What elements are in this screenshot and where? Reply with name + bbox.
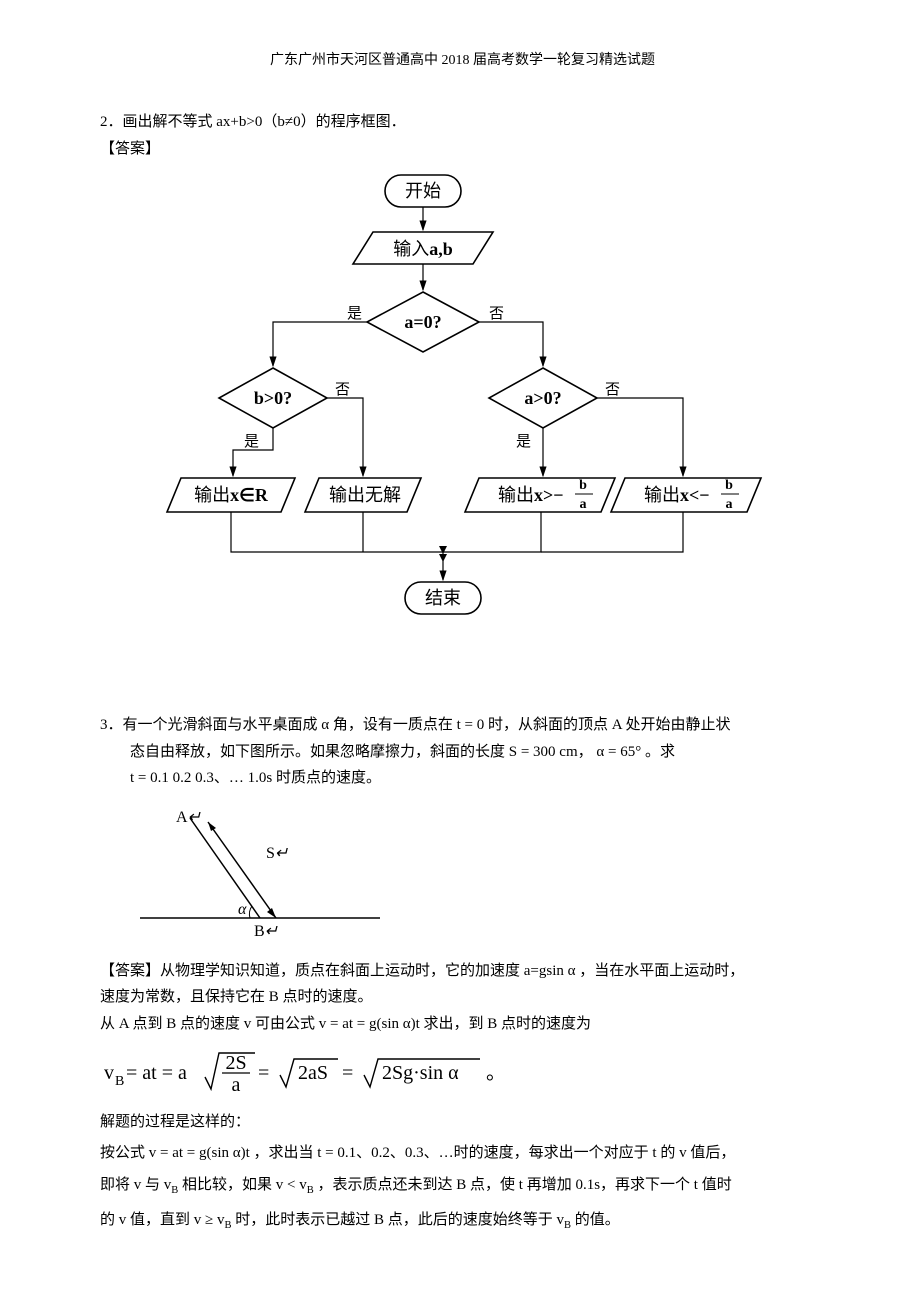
p6b: 时，此时表示已越过 B 点，此后的速度始终等于 v: [232, 1212, 565, 1228]
flow-a0-yes: 是: [347, 305, 362, 322]
incline-figure: A↵ B↵ α S↵: [140, 800, 390, 950]
flow-output-gt-den: a: [579, 497, 586, 512]
flow-edge: [541, 512, 683, 552]
problem-3-solution-4: 按公式 v = at = g(sin α)t ，求出当 t = 0.1、0.2、…: [100, 1142, 825, 1165]
flow-decision-a-gt0-label: a>0?: [524, 388, 561, 408]
flow-edge: [327, 398, 363, 476]
incline-A-label: A↵: [176, 809, 202, 826]
incline-B: B: [254, 923, 265, 940]
incline-S: S: [266, 845, 275, 862]
problem-3-line3: t = 0.1 0.2 0.3、… 1.0s 时质点的速度。: [100, 767, 825, 790]
flow-edge: [273, 322, 367, 366]
problem-3-solution-6: 的 v 值，直到 v ≥ vB 时，此时表示已越过 B 点，此后的速度始终等于 …: [100, 1209, 825, 1234]
p6-sub1: B: [224, 1220, 231, 1231]
problem-3-solution-1b: 速度为常数，且保持它在 B 点时的速度。: [100, 986, 825, 1009]
flow-decision-b0-label: b>0?: [253, 388, 291, 408]
flow-edge: [231, 512, 443, 552]
incline-S-arrow-bottom: [267, 908, 276, 918]
incline-S-arrow-top: [208, 822, 216, 831]
problem-3-number: 3．: [100, 717, 123, 733]
flow-b0-yes: 是: [243, 433, 258, 450]
sqrt3-content: 2Sg·sin α: [382, 1062, 459, 1084]
spacer: [100, 690, 825, 710]
problem-3-solution-3: 解题的过程是这样的：: [100, 1111, 825, 1134]
p6c: 的值。: [571, 1212, 620, 1228]
problem-2-text: 画出解不等式 ax+b>0（b≠0）的程序框图．: [123, 114, 406, 130]
problem-3-solution-2: 从 A 点到 B 点的速度 v 可由公式 v = at = g(sin α)t …: [100, 1013, 825, 1036]
problem-3-solution-1a: 从物理学知识知道，质点在斜面上运动时，它的加速度 a=gsin α ，当在水平面…: [160, 963, 744, 979]
flow-end-label: 结束: [425, 588, 461, 608]
sqrt2-content: 2aS: [298, 1062, 328, 1084]
flow-edge: [479, 322, 543, 366]
problem-3-answer-label: 【答案】: [100, 963, 160, 979]
formula-vB: v: [104, 1062, 114, 1084]
incline-B-label: B↵: [254, 923, 279, 940]
page-container: 广东广州市天河区普通高中 2018 届高考数学一轮复习精选试题 2．画出解不等式…: [0, 0, 920, 1298]
flow-output-gt-label: 输出x>−: [498, 485, 564, 505]
problem-3-formula: v B = at = a 2S a = 2aS = 2Sg·sin α 。: [100, 1043, 520, 1099]
formula-eq3: =: [342, 1062, 353, 1084]
problem-3-answer-p1a: 【答案】从物理学知识知道，质点在斜面上运动时，它的加速度 a=gsin α ，当…: [100, 960, 825, 983]
flowchart-figure: 开始 输入a,b a=0? 是 否 b>0? a>0? 否 是 否 是: [163, 170, 763, 660]
running-header: 广东广州市天河区普通高中 2018 届高考数学一轮复习精选试题: [100, 50, 825, 71]
problem-3-line1-text: 有一个光滑斜面与水平桌面成 α 角，设有一质点在 t = 0 时，从斜面的顶点 …: [123, 717, 731, 733]
problem-3-line2: 态自由释放，如下图所示。如果忽略摩擦力，斜面的长度 S = 300 cm， α …: [100, 741, 825, 764]
formula-eq1: = at = a: [126, 1062, 187, 1084]
formula-tail: 。: [486, 1062, 506, 1084]
p6-sub2: B: [564, 1220, 571, 1231]
flow-edge: [443, 512, 541, 552]
p6a: 的 v 值，直到 v ≥ v: [100, 1212, 224, 1228]
flow-start-label: 开始: [405, 181, 441, 201]
problem-2-statement: 2．画出解不等式 ax+b>0（b≠0）的程序框图．: [100, 111, 825, 134]
incline-angle-arc: [249, 906, 252, 918]
problem-2-number: 2．: [100, 114, 123, 130]
incline-slope: [190, 818, 260, 918]
flow-edge: [597, 398, 683, 476]
flow-input-label: 输入a,b: [393, 239, 453, 259]
incline-A: A: [176, 809, 188, 826]
sqrt1-bot: a: [232, 1074, 241, 1096]
incline-S-label: S↵: [266, 845, 289, 862]
flow-output-lt-label: 输出x<−: [644, 485, 710, 505]
flow-decision-a0-label: a=0?: [404, 312, 441, 332]
sqrt1-top: 2S: [225, 1052, 246, 1074]
p5b: 相比较，如果 v < v: [178, 1177, 306, 1193]
flow-output-lt-num: b: [725, 478, 733, 493]
problem-3-line1: 3．有一个光滑斜面与水平桌面成 α 角，设有一质点在 t = 0 时，从斜面的顶…: [100, 714, 825, 737]
flow-a-gt0-yes: 是: [515, 433, 530, 450]
p5a: 即将 v 与 v: [100, 1177, 171, 1193]
flow-output-gt-num: b: [579, 478, 587, 493]
p5c: ，表示质点还未到达 B 点，使 t 再增加 0.1s，再求下一个 t 值时: [314, 1177, 732, 1193]
flow-output-none-label: 输出无解: [329, 485, 401, 505]
p5-sub2: B: [307, 1185, 314, 1196]
problem-3-solution-5: 即将 v 与 vB 相比较，如果 v < vB ，表示质点还未到达 B 点，使 …: [100, 1174, 825, 1199]
formula-eq2: =: [258, 1062, 269, 1084]
flow-a0-no: 否: [489, 305, 504, 322]
flow-b0-no: 否: [335, 381, 350, 398]
flow-output-lt-den: a: [725, 497, 732, 512]
flow-a-gt0-no: 否: [605, 381, 620, 398]
problem-2-answer-label: 【答案】: [100, 138, 825, 161]
formula-vB-sub: B: [115, 1074, 124, 1089]
flow-output-R-label: 输出x∈R: [194, 485, 269, 505]
incline-alpha-label: α: [238, 901, 247, 918]
